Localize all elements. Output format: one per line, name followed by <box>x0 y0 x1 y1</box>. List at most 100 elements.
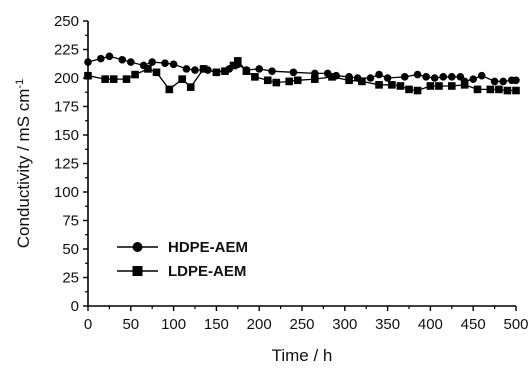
data-point-hdpe-aem <box>375 70 383 79</box>
x-axis-ticks: 0 50 100 150 200 250 300 350 400 450 500 <box>84 306 529 333</box>
data-point-hdpe-aem <box>169 60 178 69</box>
data-point-ldpe-aem <box>473 85 482 94</box>
data-point-hdpe-aem <box>105 52 114 61</box>
data-point-ldpe-aem <box>435 82 443 90</box>
data-point-ldpe-aem <box>328 73 336 81</box>
data-point-ldpe-aem <box>396 82 405 90</box>
data-point-ldpe-aem <box>212 68 221 77</box>
data-point-hdpe-aem <box>97 54 105 63</box>
data-point-hdpe-aem <box>469 75 478 83</box>
data-point-ldpe-aem <box>199 65 208 73</box>
data-point-ldpe-aem <box>358 77 366 86</box>
data-point-hdpe-aem <box>289 68 298 77</box>
data-point-ldpe-aem <box>285 77 293 86</box>
y-tick-label: 25 <box>62 270 79 287</box>
y-tick-label: 250 <box>54 13 79 30</box>
data-point-ldpe-aem <box>375 81 383 89</box>
y-axis-label-superscript: -1 <box>14 79 26 89</box>
x-tick-label: 350 <box>375 316 400 333</box>
data-point-hdpe-aem <box>430 74 439 82</box>
data-point-ldpe-aem <box>448 82 456 90</box>
data-point-ldpe-aem <box>503 86 512 95</box>
data-point-ldpe-aem <box>495 85 503 94</box>
y-tick-label: 200 <box>54 70 79 87</box>
data-point-hdpe-aem <box>268 67 276 75</box>
data-point-ldpe-aem <box>101 75 109 83</box>
data-point-ldpe-aem <box>413 86 422 95</box>
data-point-hdpe-aem <box>400 73 409 81</box>
x-tick-label: 50 <box>122 316 139 333</box>
x-tick-label: 450 <box>461 316 486 333</box>
data-point-ldpe-aem <box>122 75 131 83</box>
data-point-ldpe-aem <box>263 76 272 85</box>
data-point-hdpe-aem <box>84 58 92 66</box>
data-point-ldpe-aem <box>388 81 396 89</box>
x-tick-label: 300 <box>332 316 357 333</box>
y-axis-ticks: 0 25 50 75 100 125 150 175 200 225 250 <box>54 13 88 315</box>
data-point-hdpe-aem <box>422 73 430 81</box>
data-point-ldpe-aem <box>84 71 92 80</box>
data-point-hdpe-aem <box>118 55 127 64</box>
data-point-ldpe-aem <box>293 76 302 85</box>
y-tick-label: 0 <box>71 298 79 315</box>
data-point-hdpe-aem <box>148 58 156 66</box>
data-point-ldpe-aem <box>152 68 161 77</box>
x-tick-label: 400 <box>418 316 443 333</box>
data-point-ldpe-aem <box>229 61 238 70</box>
legend-marker <box>132 242 143 252</box>
y-tick-label: 75 <box>62 213 79 230</box>
data-point-ldpe-aem <box>486 85 495 94</box>
data-point-hdpe-aem <box>366 74 375 82</box>
y-tick-label: 225 <box>54 42 79 59</box>
series-layer <box>84 52 520 95</box>
data-point-ldpe-aem <box>178 75 186 83</box>
data-point-hdpe-aem <box>161 59 169 67</box>
data-point-hdpe-aem <box>448 73 456 81</box>
y-tick-label: 100 <box>54 184 79 201</box>
data-point-ldpe-aem <box>131 70 139 79</box>
data-point-hdpe-aem <box>499 77 507 86</box>
legend-marker <box>132 266 143 276</box>
x-axis-label: Time / h <box>272 346 333 365</box>
data-point-ldpe-aem <box>272 78 281 87</box>
y-tick-label: 50 <box>62 241 79 258</box>
data-point-hdpe-aem <box>191 66 199 74</box>
data-point-hdpe-aem <box>439 73 448 81</box>
data-point-ldpe-aem <box>512 86 520 95</box>
data-point-ldpe-aem <box>405 85 413 94</box>
data-point-ldpe-aem <box>426 82 435 90</box>
x-tick-label: 500 <box>503 316 528 333</box>
y-tick-label: 150 <box>54 127 79 144</box>
y-tick-label: 175 <box>54 99 79 116</box>
legend-item-ldpe-aem: LDPE-AEM <box>117 263 246 280</box>
y-axis-label: Conductivity / mS cm-1 <box>14 79 33 248</box>
data-point-hdpe-aem <box>255 65 263 73</box>
data-point-ldpe-aem <box>221 67 229 75</box>
y-axis-label-text: Conductivity / mS cm <box>14 89 33 249</box>
legend: HDPE-AEM LDPE-AEM <box>117 239 248 280</box>
x-tick-label: 100 <box>161 316 186 333</box>
legend-label: LDPE-AEM <box>168 263 246 280</box>
data-point-ldpe-aem <box>165 85 174 94</box>
data-point-hdpe-aem <box>477 71 486 80</box>
series-ldpe-aem <box>84 57 520 95</box>
data-point-ldpe-aem <box>109 75 118 83</box>
x-tick-label: 0 <box>84 316 92 333</box>
data-point-ldpe-aem <box>251 73 259 81</box>
data-point-hdpe-aem <box>413 70 422 79</box>
data-point-ldpe-aem <box>345 76 353 85</box>
data-point-ldpe-aem <box>311 75 319 83</box>
x-tick-label: 250 <box>289 316 314 333</box>
data-point-ldpe-aem <box>144 65 152 73</box>
data-point-ldpe-aem <box>186 83 195 91</box>
legend-label: HDPE-AEM <box>168 239 248 256</box>
data-point-hdpe-aem <box>127 58 135 66</box>
data-point-hdpe-aem <box>383 74 392 82</box>
data-point-hdpe-aem <box>490 77 499 86</box>
data-point-hdpe-aem <box>182 65 191 73</box>
y-tick-label: 125 <box>54 156 79 173</box>
data-point-ldpe-aem <box>242 67 251 75</box>
x-tick-label: 200 <box>247 316 272 333</box>
data-point-ldpe-aem <box>460 81 469 89</box>
